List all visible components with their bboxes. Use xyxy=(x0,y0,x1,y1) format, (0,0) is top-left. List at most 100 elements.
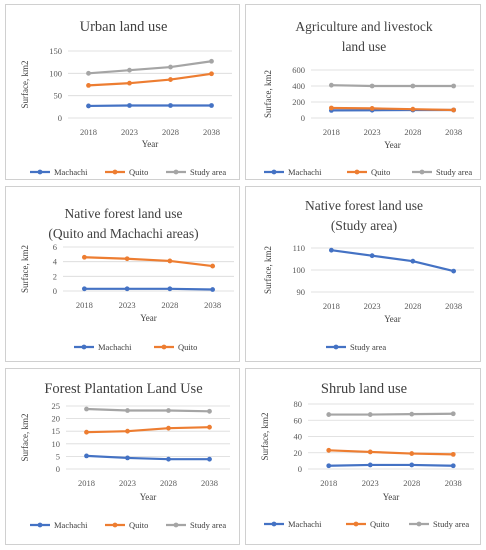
y-tick-label: 0 xyxy=(298,464,302,474)
data-point xyxy=(125,408,130,413)
y-tick-label: 5 xyxy=(56,451,60,461)
x-tick-label: 2038 xyxy=(204,300,221,310)
chart-panel: Forest Plantation Land Use 0 5 10 15 20 25 2018… xyxy=(5,368,240,545)
legend-marker xyxy=(37,169,43,175)
x-tick-label: 2028 xyxy=(162,127,179,137)
x-tick-label: 2023 xyxy=(364,301,381,311)
y-tick-label: 6 xyxy=(53,242,57,252)
chart-title: Native forest land use xyxy=(305,198,423,213)
data-point xyxy=(326,463,332,469)
y-tick-label: 10 xyxy=(52,439,61,449)
data-point xyxy=(207,408,212,414)
chart-svg: Agriculture and livestock land use 0 200 400… xyxy=(263,19,474,177)
series-line xyxy=(330,106,455,112)
data-point xyxy=(410,106,416,112)
y-axis-label: Surface, km2 xyxy=(263,246,273,294)
data-point xyxy=(451,268,457,274)
y-axis-label: Surface, km2 xyxy=(20,61,30,109)
y-tick-label: 20 xyxy=(294,448,303,458)
data-point xyxy=(125,428,130,434)
legend-label: Machachi xyxy=(98,342,132,352)
legend-label: Study area xyxy=(436,167,472,177)
data-point xyxy=(127,67,132,73)
series-line xyxy=(85,407,211,413)
data-point xyxy=(209,103,214,108)
x-tick-label: 2028 xyxy=(160,478,177,488)
data-point xyxy=(167,286,173,292)
data-point xyxy=(86,70,91,76)
data-point xyxy=(369,83,375,89)
chart-svg: Urban land use 0 50 100 150 2018 2023 2028 2038 Y… xyxy=(20,19,232,177)
data-point xyxy=(328,82,334,88)
y-axis-label: Surface, km2 xyxy=(20,245,30,293)
data-point xyxy=(168,77,173,82)
x-tick-label: 2018 xyxy=(76,300,93,310)
series-line xyxy=(330,84,455,88)
chart-svg: Shrub land use 0 20 40 60 80 2018 2023 2028 2038 Y… xyxy=(260,381,474,529)
chart-panel: Native forest land use (Quito and Machach… xyxy=(5,186,240,362)
series-line xyxy=(83,287,214,291)
legend-label: Quito xyxy=(371,167,390,177)
chart-title: Agriculture and livestock xyxy=(295,19,432,34)
data-point xyxy=(369,106,375,111)
y-tick-label: 2 xyxy=(53,271,57,281)
data-point xyxy=(210,287,216,292)
x-axis-label: Year xyxy=(384,314,401,324)
chart-title: Native forest land use xyxy=(64,206,182,221)
data-point xyxy=(409,462,415,468)
legend-marker xyxy=(354,169,360,175)
data-point xyxy=(125,455,130,461)
legend-marker xyxy=(173,169,179,175)
x-tick-label: 2028 xyxy=(403,478,420,488)
y-tick-label: 400 xyxy=(292,81,305,91)
y-tick-label: 80 xyxy=(294,399,303,409)
x-tick-label: 2038 xyxy=(445,127,462,137)
data-point xyxy=(84,453,89,459)
y-tick-label: 0 xyxy=(301,113,305,123)
data-point xyxy=(326,447,332,453)
chart-title: Forest Plantation Land Use xyxy=(44,381,202,397)
data-point xyxy=(410,83,416,89)
chart-panel: Native forest land use (Study area) 90 100 1… xyxy=(245,186,481,362)
data-point xyxy=(166,425,171,431)
series-line xyxy=(327,412,455,416)
data-point xyxy=(127,103,132,108)
y-axis-label: Surface, km2 xyxy=(263,70,273,118)
chart-panel: Shrub land use 0 20 40 60 80 2018 2023 2028 2038 Y… xyxy=(245,368,481,545)
chart-title: (Study area) xyxy=(331,218,397,233)
legend-label: Quito xyxy=(370,519,389,529)
data-point xyxy=(328,105,334,111)
legend-label: Study area xyxy=(350,342,386,352)
x-tick-label: 2038 xyxy=(203,127,220,137)
data-point xyxy=(451,107,457,113)
y-tick-label: 0 xyxy=(58,113,62,123)
y-axis-label: Surface, km2 xyxy=(260,413,270,461)
x-axis-label: Year xyxy=(142,139,159,149)
legend-marker xyxy=(416,521,422,527)
data-point xyxy=(209,58,214,64)
y-tick-label: 60 xyxy=(294,415,303,425)
x-tick-label: 2018 xyxy=(78,478,95,488)
series-line xyxy=(327,449,455,456)
chart-svg: Native forest land use (Study area) 90 100 1… xyxy=(263,198,474,352)
data-point xyxy=(450,411,456,417)
legend-label: Machachi xyxy=(288,519,322,529)
y-tick-label: 200 xyxy=(292,97,305,107)
x-axis-label: Year xyxy=(384,140,401,150)
x-tick-label: 2038 xyxy=(445,301,462,311)
legend-label: Machachi xyxy=(288,167,322,177)
x-tick-label: 2018 xyxy=(323,127,340,137)
series-line xyxy=(327,463,455,467)
chart-svg: Forest Plantation Land Use 0 5 10 15 20 25 2018… xyxy=(20,381,230,530)
data-point xyxy=(86,103,91,109)
legend-label: Quito xyxy=(129,520,148,530)
x-tick-label: 2023 xyxy=(364,127,381,137)
x-tick-label: 2028 xyxy=(161,300,178,310)
data-point xyxy=(326,412,332,417)
legend-marker xyxy=(419,169,425,175)
y-tick-label: 4 xyxy=(53,257,58,267)
legend-label: Machachi xyxy=(54,520,88,530)
legend-marker xyxy=(112,169,118,175)
data-point xyxy=(168,64,173,70)
x-tick-label: 2018 xyxy=(80,127,97,137)
